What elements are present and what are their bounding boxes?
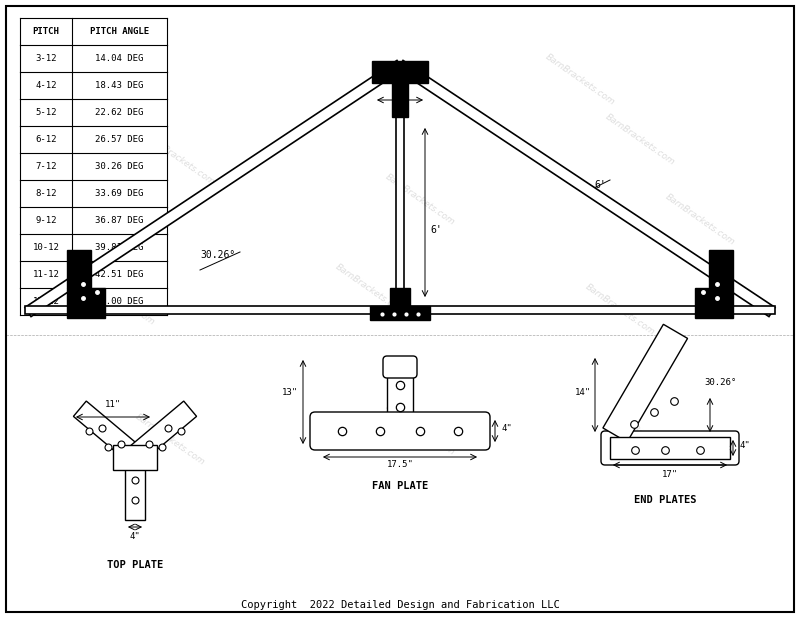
Text: 6': 6' <box>430 225 442 235</box>
Text: 45.00 DEG: 45.00 DEG <box>95 297 144 306</box>
Text: PITCH ANGLE: PITCH ANGLE <box>90 27 149 36</box>
Polygon shape <box>74 401 142 463</box>
Bar <box>20 99 167 126</box>
Text: 4": 4" <box>502 424 512 433</box>
Text: 8-12: 8-12 <box>35 189 57 198</box>
Text: 7-12: 7-12 <box>35 162 57 171</box>
Text: 6': 6' <box>394 83 406 93</box>
Text: 14.04 DEG: 14.04 DEG <box>95 54 144 63</box>
Text: BarnBrackets.com: BarnBrackets.com <box>583 282 657 337</box>
Text: BarnBrackets.com: BarnBrackets.com <box>663 193 737 247</box>
Bar <box>370 306 430 320</box>
Bar <box>20 45 167 72</box>
Text: BarnBrackets.com: BarnBrackets.com <box>383 402 457 457</box>
Bar <box>372 61 428 83</box>
Text: 17": 17" <box>662 470 678 479</box>
Text: 22.62 DEG: 22.62 DEG <box>95 108 144 117</box>
Text: END PLATES: END PLATES <box>634 495 696 505</box>
Text: 39.81 DEG: 39.81 DEG <box>95 243 144 252</box>
Text: 30.26°: 30.26° <box>704 378 736 387</box>
Text: 42.51 DEG: 42.51 DEG <box>95 270 144 279</box>
Bar <box>20 126 167 153</box>
Text: 4": 4" <box>130 532 140 541</box>
FancyBboxPatch shape <box>601 431 739 465</box>
Polygon shape <box>129 401 197 463</box>
Text: 11-12: 11-12 <box>33 270 59 279</box>
Bar <box>392 79 408 117</box>
Text: BarnBrackets.com: BarnBrackets.com <box>134 413 206 467</box>
Text: FAN PLATE: FAN PLATE <box>372 481 428 491</box>
Bar <box>387 365 413 445</box>
Text: 33.69 DEG: 33.69 DEG <box>95 189 144 198</box>
Text: 13": 13" <box>282 388 298 397</box>
Polygon shape <box>67 250 91 288</box>
Polygon shape <box>397 105 403 310</box>
Bar <box>20 207 167 234</box>
Bar <box>20 72 167 99</box>
Polygon shape <box>603 324 687 442</box>
Text: 14": 14" <box>575 388 591 397</box>
Polygon shape <box>125 455 145 520</box>
Text: 11": 11" <box>105 400 121 409</box>
Text: PITCH: PITCH <box>33 27 59 36</box>
Text: 12-12: 12-12 <box>33 297 59 306</box>
Bar <box>20 234 167 261</box>
Bar <box>20 18 167 45</box>
Text: BarnBrackets.com: BarnBrackets.com <box>614 413 686 467</box>
Text: 9-12: 9-12 <box>35 216 57 225</box>
Text: 18.43 DEG: 18.43 DEG <box>95 81 144 90</box>
Text: 26.57 DEG: 26.57 DEG <box>95 135 144 144</box>
Text: BarnBrackets.com: BarnBrackets.com <box>603 112 677 167</box>
Text: TOP PLATE: TOP PLATE <box>107 560 163 570</box>
Polygon shape <box>695 288 733 318</box>
Text: 36.87 DEG: 36.87 DEG <box>95 216 144 225</box>
Text: BarnBrackets.com: BarnBrackets.com <box>543 53 617 108</box>
Polygon shape <box>397 61 775 316</box>
Bar <box>20 153 167 180</box>
Text: 3-12: 3-12 <box>35 54 57 63</box>
Text: BarnBrackets.com: BarnBrackets.com <box>334 263 406 318</box>
Text: 10-12: 10-12 <box>33 243 59 252</box>
Text: 6': 6' <box>594 180 606 190</box>
Text: 30.26°: 30.26° <box>200 250 236 260</box>
Polygon shape <box>67 288 105 318</box>
Text: Copyright  2022 Detailed Design and Fabrication LLC: Copyright 2022 Detailed Design and Fabri… <box>241 600 559 610</box>
Bar <box>113 445 157 470</box>
Polygon shape <box>709 250 733 288</box>
Polygon shape <box>25 61 403 316</box>
Text: 6-12: 6-12 <box>35 135 57 144</box>
Text: BarnBrackets.com: BarnBrackets.com <box>143 133 217 187</box>
Bar <box>20 261 167 288</box>
Text: 4": 4" <box>740 441 750 450</box>
Text: 17.5": 17.5" <box>386 460 414 469</box>
Bar <box>610 437 730 459</box>
Polygon shape <box>25 306 775 314</box>
Text: BarnBrackets.com: BarnBrackets.com <box>83 273 157 328</box>
Text: BarnBrackets.com: BarnBrackets.com <box>383 172 457 227</box>
Bar <box>20 288 167 315</box>
Text: 4-12: 4-12 <box>35 81 57 90</box>
Bar <box>20 180 167 207</box>
Text: 5-12: 5-12 <box>35 108 57 117</box>
Text: 30.26 DEG: 30.26 DEG <box>95 162 144 171</box>
Bar <box>390 288 410 306</box>
FancyBboxPatch shape <box>310 412 490 450</box>
FancyBboxPatch shape <box>383 356 417 378</box>
